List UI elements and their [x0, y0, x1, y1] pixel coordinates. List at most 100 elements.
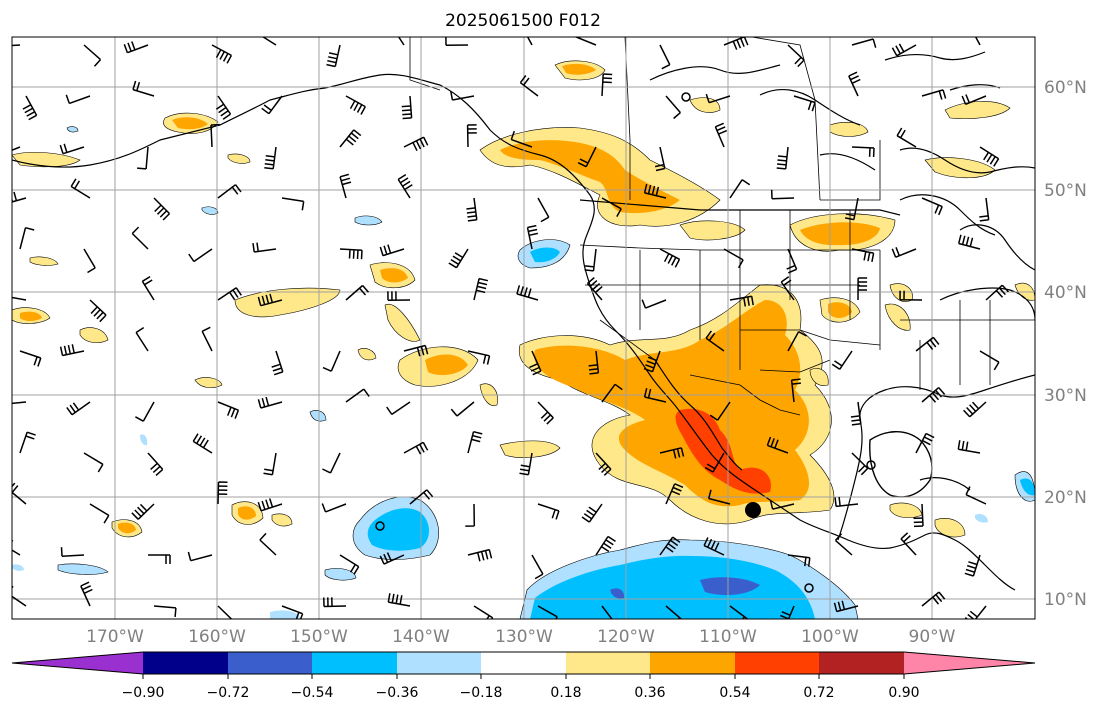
- wind-barb: [153, 605, 177, 617]
- wind-barb: [913, 503, 924, 528]
- colorbar-tick-label: 0.72: [803, 685, 834, 701]
- wind-barb: [89, 503, 110, 524]
- open-circle-marker: [681, 92, 691, 102]
- wind-barb: [921, 197, 943, 216]
- colorbar-tick-label: 0.36: [634, 685, 665, 701]
- wind-barb: [974, 37, 981, 46]
- wind-barb: [445, 37, 469, 46]
- wind-barb: [704, 452, 725, 473]
- wind-barb: [529, 350, 542, 376]
- colorbar: [11, 651, 1036, 679]
- wind-barb: [584, 248, 597, 272]
- colorbar-segment: [735, 652, 819, 674]
- wind-barb: [770, 189, 795, 200]
- wind-barb: [921, 591, 946, 607]
- wind-barb: [601, 383, 623, 403]
- lat-axis-labels: 60°N 50°N 40°N 30°N 20°N 10°N: [1044, 78, 1087, 610]
- colorbar-extend-low: [12, 652, 143, 674]
- wind-barb: [466, 124, 477, 148]
- wind-barb: [526, 224, 539, 250]
- wind-barb: [22, 95, 38, 121]
- wind-barb: [851, 38, 877, 48]
- colorbar-tick-label: 0.90: [888, 685, 919, 701]
- wind-barb: [834, 496, 859, 508]
- wind-barb: [401, 95, 413, 120]
- state-borders: [409, 37, 1035, 416]
- wind-barb: [131, 503, 155, 520]
- wind-barb: [217, 481, 228, 505]
- wind-barb: [467, 548, 493, 562]
- wind-barb: [322, 350, 341, 372]
- wind-barb: [537, 197, 550, 223]
- lat-label: 30°N: [1044, 386, 1087, 406]
- wind-barb: [12, 296, 27, 301]
- wind-barb: [581, 503, 603, 523]
- lat-label: 60°N: [1044, 78, 1087, 98]
- wind-barb: [89, 299, 107, 323]
- wind-barb: [188, 248, 213, 263]
- wind-barb: [786, 248, 798, 274]
- colorbar-tick-label: −0.54: [291, 685, 334, 701]
- colorbar-tick-label: 0.18: [550, 685, 581, 701]
- colorbar-tick-label: −0.36: [376, 685, 419, 701]
- wind-barb: [467, 430, 483, 454]
- wind-barb: [83, 452, 104, 473]
- filled-circle-marker: [745, 502, 761, 518]
- wind-barb: [709, 401, 731, 421]
- wind-barb: [264, 146, 277, 170]
- colorbar-segment: [397, 652, 481, 674]
- wind-barb: [729, 605, 749, 619]
- wind-barb: [257, 396, 283, 409]
- wind-barb: [537, 401, 554, 425]
- wind-barb: [957, 440, 981, 454]
- colorbar-segment: [650, 652, 735, 674]
- lon-label: 110°W: [699, 627, 757, 647]
- wind-barb: [261, 37, 277, 46]
- wind-barb: [217, 287, 242, 301]
- wind-barb: [345, 284, 370, 301]
- wind-barb: [965, 486, 987, 505]
- colorbar-tick-label: −0.90: [122, 685, 165, 701]
- wind-barb: [519, 452, 533, 476]
- wind-barb: [448, 248, 469, 269]
- wind-barb: [643, 350, 661, 373]
- wind-barb: [595, 535, 616, 556]
- wind-barb: [321, 503, 347, 513]
- wind-barb: [707, 489, 731, 505]
- wind-barb: [65, 94, 91, 105]
- wind-barb: [961, 94, 987, 105]
- wind-barb: [339, 248, 363, 260]
- wind-barb: [896, 127, 917, 148]
- wind-barb: [263, 452, 277, 476]
- lon-axis-labels: 170°W 160°W 150°W 140°W 130°W 120°W 110°…: [86, 627, 956, 647]
- wind-barb: [833, 600, 859, 613]
- wind-barb: [723, 37, 749, 50]
- wind-barbs: [12, 37, 1009, 619]
- wind-barb: [19, 431, 36, 454]
- wind-barb: [665, 483, 684, 505]
- wind-barb: [345, 388, 370, 403]
- lon-label: 90°W: [909, 627, 956, 647]
- wind-barb: [643, 388, 667, 403]
- wind-barb: [900, 532, 917, 556]
- wind-barb: [83, 44, 102, 67]
- wind-barb: [257, 293, 283, 307]
- wind-barb: [857, 277, 868, 301]
- lat-label: 50°N: [1044, 181, 1087, 201]
- wind-barb: [705, 330, 725, 352]
- markers: [375, 92, 876, 593]
- wind-barb: [834, 533, 853, 556]
- wind-barb: [12, 482, 27, 505]
- wind-barb: [793, 95, 816, 112]
- wind-barb: [131, 226, 149, 250]
- map-panel: [12, 37, 1035, 619]
- wind-barb: [915, 432, 935, 454]
- wind-barb: [323, 597, 347, 608]
- wind-barb: [778, 605, 795, 619]
- wind-barb: [271, 350, 284, 376]
- wind-barb: [526, 37, 533, 46]
- wind-barb: [409, 489, 434, 505]
- wind-barb: [379, 244, 405, 257]
- lat-label: 20°N: [1044, 488, 1087, 508]
- wind-barb: [595, 452, 612, 476]
